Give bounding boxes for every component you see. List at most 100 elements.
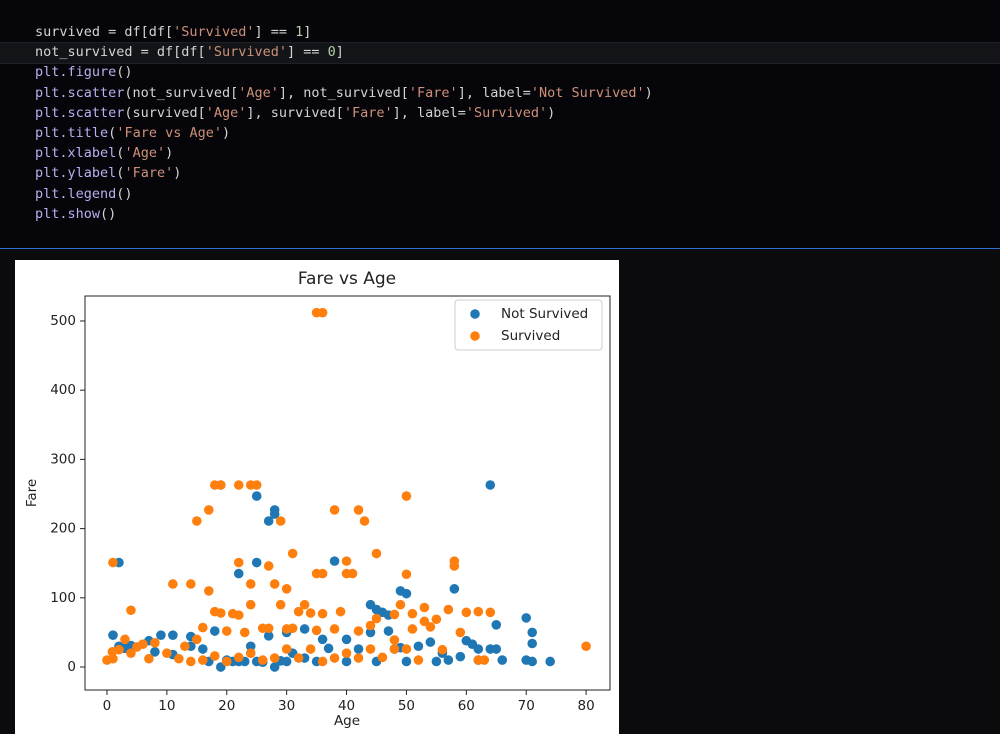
code-line: plt.show() [35, 205, 117, 222]
point [341, 634, 352, 645]
x-tick-label: 10 [158, 698, 175, 714]
point [425, 637, 436, 647]
point [198, 622, 208, 633]
point [180, 641, 190, 652]
point [108, 630, 118, 640]
point [329, 505, 340, 515]
point [144, 653, 154, 664]
point [257, 655, 268, 665]
code-cell[interactable]: survived = df[df['Survived'] == 1] not_su… [0, 0, 1000, 249]
point [389, 635, 400, 645]
point [215, 608, 226, 618]
point [245, 648, 256, 658]
point [407, 608, 418, 619]
point [353, 653, 364, 663]
x-tick-label: 0 [103, 698, 112, 714]
code-line: plt.xlabel('Age') [35, 145, 174, 162]
code-line: plt.title('Fare vs Age') [35, 125, 231, 141]
point [203, 505, 214, 515]
current-line-highlight [0, 42, 1000, 64]
point [371, 613, 382, 624]
point [389, 609, 400, 620]
point [281, 584, 292, 594]
point [365, 644, 376, 654]
point [162, 648, 172, 658]
point [341, 556, 352, 566]
point [108, 557, 118, 568]
point [401, 644, 412, 654]
point [287, 623, 298, 634]
point [233, 480, 244, 490]
point [198, 655, 208, 665]
point [341, 648, 352, 658]
point [192, 516, 202, 526]
point [473, 644, 484, 654]
point [209, 626, 220, 636]
point [401, 656, 412, 667]
x-tick-label: 40 [338, 698, 355, 714]
point [269, 509, 280, 519]
point [443, 655, 454, 665]
point [335, 606, 346, 617]
point [545, 656, 555, 667]
point [413, 641, 424, 652]
code-line: plt.ylabel('Fare') [35, 165, 182, 182]
y-tick-label: 300 [50, 451, 76, 467]
point [245, 641, 256, 652]
point [485, 607, 496, 618]
point [239, 627, 250, 638]
point [341, 656, 352, 667]
point [132, 642, 142, 652]
point [329, 556, 340, 566]
y-tick-label: 500 [50, 313, 76, 329]
point [317, 307, 328, 318]
point [174, 653, 184, 664]
y-tick-label: 100 [50, 590, 76, 606]
point [233, 610, 244, 620]
y-tick-label: 0 [67, 659, 76, 675]
point [425, 622, 436, 632]
point [221, 656, 232, 667]
point [527, 638, 538, 649]
point [221, 626, 232, 636]
code-line: plt.legend() [35, 185, 133, 202]
point [485, 480, 496, 490]
point [359, 516, 370, 526]
code-line: not_survived = df[df['Survived'] == 0] [35, 44, 344, 61]
point [389, 644, 400, 654]
point [491, 620, 502, 630]
point [233, 568, 244, 579]
point [353, 505, 364, 515]
point [401, 588, 412, 599]
x-tick-label: 60 [458, 698, 475, 714]
point [323, 643, 334, 654]
point [168, 630, 178, 640]
point [317, 634, 328, 645]
point [233, 652, 244, 663]
point [449, 584, 460, 594]
point [353, 626, 364, 636]
point [281, 644, 292, 654]
point [419, 602, 430, 613]
point [329, 653, 340, 663]
point [156, 630, 166, 640]
point [311, 625, 322, 636]
point [299, 624, 310, 634]
point [269, 653, 280, 663]
x-tick-label: 50 [398, 698, 415, 714]
point [317, 656, 328, 667]
legend-box [454, 299, 603, 351]
point [353, 644, 364, 654]
point [401, 491, 412, 501]
point [150, 646, 160, 657]
point [269, 662, 280, 672]
point [437, 644, 448, 655]
code-line: plt.scatter(survived['Age'], survived['F… [35, 104, 556, 121]
point [395, 599, 406, 610]
x-tick-label: 20 [218, 698, 235, 714]
x-tick-label: 80 [578, 698, 595, 714]
point [431, 656, 442, 667]
point [203, 586, 214, 596]
point [497, 655, 508, 665]
